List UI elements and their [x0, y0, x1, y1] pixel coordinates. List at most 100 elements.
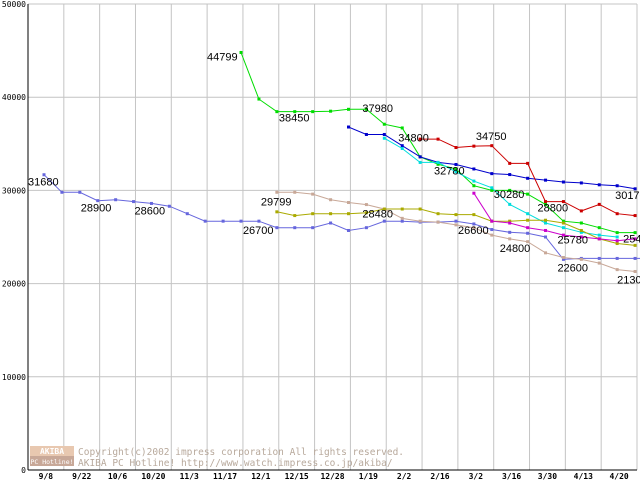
x-tick-label: 10/20 [141, 472, 165, 480]
series-point-6 [561, 221, 565, 225]
series-point-3 [544, 200, 548, 204]
series-point-5 [436, 220, 440, 224]
data-label: 21300 [617, 274, 640, 286]
y-tick-label: 10000 [2, 373, 26, 382]
x-tick-label: 3/16 [502, 472, 521, 480]
series-point-2 [400, 144, 404, 148]
series-point-3 [633, 214, 637, 218]
series-point-1 [347, 107, 350, 111]
series-point-2 [382, 132, 386, 136]
data-label: 26600 [458, 225, 489, 237]
series-point-0 [257, 219, 261, 223]
series-point-2 [418, 155, 422, 159]
series-point-0 [96, 199, 100, 203]
series-point-0 [633, 256, 637, 260]
series-point-5 [544, 251, 548, 255]
series-point-0 [454, 219, 458, 223]
series-point-5 [579, 257, 583, 261]
x-tick-label: 11/3 [180, 472, 199, 480]
series-point-1 [329, 109, 333, 113]
series-point-6 [329, 212, 333, 216]
series-point-1 [544, 202, 548, 206]
series-point-2 [526, 176, 530, 180]
series-point-1 [400, 126, 404, 130]
series-point-0 [221, 219, 225, 223]
series-point-0 [203, 219, 207, 223]
x-tick-label: 10/6 [108, 472, 127, 480]
series-point-0 [561, 257, 565, 261]
series-point-2 [454, 162, 458, 166]
series-point-5 [597, 261, 601, 265]
series-point-2 [544, 178, 548, 182]
x-tick-label: 9/8 [39, 472, 54, 480]
data-label: 24800 [500, 243, 531, 255]
x-tick-label: 11/17 [213, 472, 237, 480]
series-point-0 [597, 256, 601, 260]
series-point-2 [364, 132, 368, 136]
series-point-1 [526, 192, 530, 196]
series-point-7 [615, 239, 619, 243]
y-tick-label: 20000 [2, 280, 26, 289]
data-label: 34750 [476, 131, 507, 143]
series-point-5 [311, 192, 315, 196]
series-point-0 [275, 226, 279, 230]
series-point-7 [526, 226, 530, 230]
series-point-4 [597, 233, 601, 237]
series-point-5 [615, 268, 619, 272]
data-label: 25780 [557, 235, 588, 247]
series-point-3 [597, 202, 601, 206]
series-point-6 [382, 207, 386, 211]
series-point-1 [508, 188, 512, 192]
credit-logo-top-bg [30, 446, 74, 456]
series-point-6 [364, 211, 368, 215]
series-point-4 [382, 136, 386, 140]
series-point-2 [508, 173, 512, 177]
series-point-1 [633, 231, 637, 235]
series-point-5 [329, 198, 333, 202]
series-point-5 [364, 203, 368, 207]
series-point-2 [561, 180, 565, 184]
data-label: 34800 [398, 133, 429, 145]
series-line-0 [43, 174, 640, 260]
credit-logo-top: AKIBA [40, 447, 64, 456]
series-point-4 [418, 160, 422, 164]
credit-logo-bottom-bg [30, 456, 74, 466]
data-label: 28900 [81, 203, 112, 215]
series-point-7 [472, 191, 476, 195]
series-point-7 [508, 221, 512, 225]
series-point-6 [293, 214, 297, 218]
series-point-6 [579, 228, 583, 232]
series-point-0 [382, 219, 386, 223]
series-point-0 [311, 226, 315, 230]
series-point-0 [293, 226, 297, 230]
x-tick-label: 12/1 [251, 472, 270, 480]
series-point-1 [579, 221, 583, 225]
data-label: 44799 [207, 51, 238, 63]
series-point-2 [490, 172, 494, 176]
series-point-0 [615, 256, 619, 260]
series-point-6 [526, 218, 530, 222]
series-line-4 [384, 137, 618, 238]
series-point-2 [472, 167, 476, 171]
series-point-3 [490, 144, 494, 148]
data-label: 32780 [434, 165, 465, 177]
series-point-0 [329, 221, 333, 225]
series-point-2 [633, 187, 637, 191]
series-point-6 [472, 213, 476, 217]
series-point-0 [490, 228, 494, 232]
series-point-5 [508, 237, 512, 241]
series-point-0 [149, 201, 153, 205]
credit-logo-bottom: PC Hotline! [30, 458, 73, 466]
series-point-1 [239, 50, 243, 54]
series-point-5 [472, 226, 476, 230]
series-point-0 [78, 190, 82, 194]
x-tick-label: 2/2 [397, 472, 412, 480]
data-label: 38450 [279, 113, 310, 125]
series-point-2 [597, 183, 601, 187]
series-point-1 [615, 231, 619, 235]
series-point-5 [400, 216, 404, 220]
series-point-6 [400, 207, 404, 211]
x-tick-label: 2/16 [430, 472, 449, 480]
